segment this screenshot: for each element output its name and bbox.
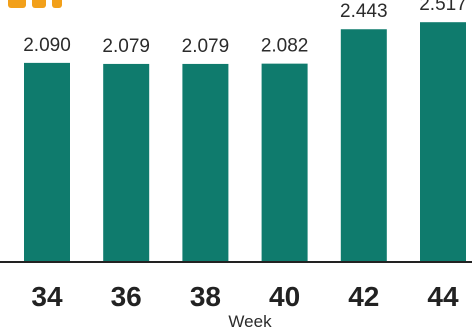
- x-tick-label-34: 34: [31, 281, 63, 312]
- value-label-week-40: 2.082: [261, 36, 309, 57]
- title-fragment-1: [8, 0, 26, 8]
- bar-week-36: [103, 63, 150, 262]
- value-labels-group: 2.090 2.079 2.079 2.082 2.443 2.517: [23, 0, 467, 57]
- value-label-week-38: 2.079: [182, 36, 230, 57]
- x-tick-label-44: 44: [427, 281, 459, 312]
- x-tick-label-40: 40: [269, 281, 300, 312]
- x-tick-label-42: 42: [348, 281, 379, 312]
- bar-week-40: [261, 63, 308, 262]
- bars-group: [24, 22, 466, 262]
- bar-week-38: [182, 63, 229, 262]
- value-label-week-44: 2.517: [419, 0, 467, 15]
- bar-week-44: [420, 22, 466, 262]
- bar-week-42: [340, 29, 387, 262]
- x-tick-label-36: 36: [111, 281, 142, 312]
- cropped-title-fragment: [0, 0, 472, 10]
- bar-week-34: [24, 62, 70, 262]
- value-label-week-42: 2.443: [340, 1, 388, 22]
- value-label-week-36: 2.079: [102, 36, 150, 57]
- x-tick-labels-group: 34 36 38 40 42 44: [31, 281, 459, 312]
- x-tick-label-38: 38: [190, 281, 221, 312]
- title-fragment-3: [52, 0, 62, 8]
- x-axis-title: Week: [228, 312, 272, 331]
- title-fragment-2: [32, 0, 46, 8]
- value-label-week-34: 2.090: [23, 35, 71, 56]
